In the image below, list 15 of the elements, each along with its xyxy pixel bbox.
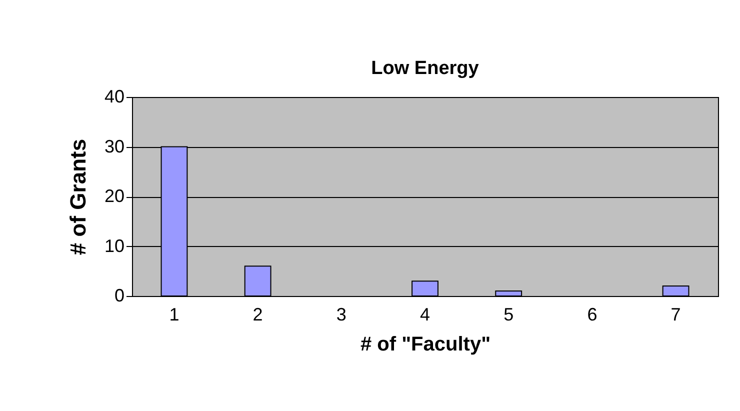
chart-title: Low Energy — [371, 58, 480, 79]
y-axis-title: # of Grants — [65, 138, 90, 256]
y-tick-label: 0 — [114, 286, 124, 306]
x-axis-title: # of "Faculty" — [360, 334, 491, 356]
y-tick-label: 30 — [104, 136, 124, 156]
y-tick-label: 20 — [104, 186, 124, 206]
x-tick-label: 6 — [587, 304, 598, 324]
x-tick-label: 4 — [420, 304, 430, 324]
x-tick-label: 3 — [336, 304, 346, 324]
x-tick-label: 5 — [504, 304, 514, 324]
x-tick-label: 2 — [252, 304, 263, 324]
y-tick-label: 40 — [104, 86, 124, 106]
y-tick-label: 10 — [104, 236, 124, 256]
x-tick-label: 7 — [670, 304, 681, 324]
x-tick-label: 1 — [169, 304, 180, 324]
